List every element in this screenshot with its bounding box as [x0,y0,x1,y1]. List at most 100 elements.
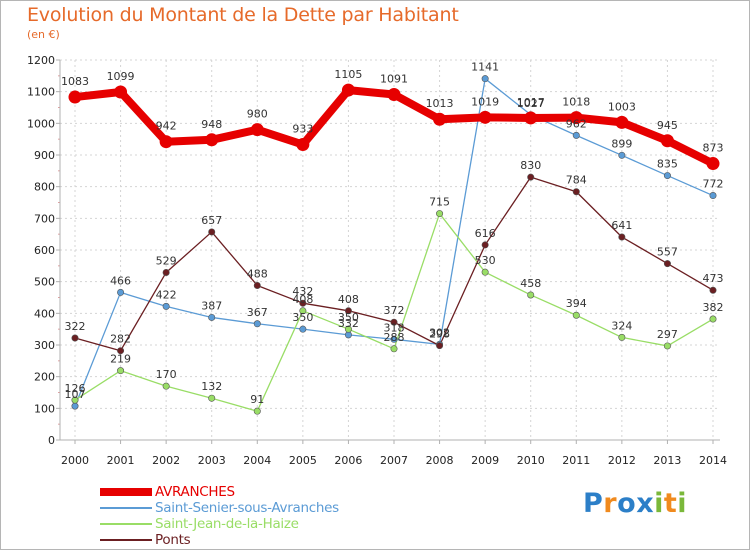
data-point [208,228,216,236]
data-label: 873 [703,142,724,155]
data-point [524,111,538,125]
data-point [253,281,261,289]
data-point [341,83,355,97]
x-tick-label: 2010 [517,454,545,467]
legend-item: Saint-Senier-sous-Avranches [100,500,430,516]
data-label: 1013 [426,97,454,110]
data-label: 784 [566,174,587,187]
y-tick-label: 900 [34,149,55,162]
chart-subtitle: (en €) [27,28,60,41]
data-point [114,85,128,99]
data-point [344,325,352,333]
data-label: 408 [338,293,359,306]
y-tick-label: 0 [48,434,55,447]
data-point [481,75,489,83]
data-label: 715 [429,196,450,209]
x-tick-label: 2007 [380,454,408,467]
y-tick-label: 500 [34,276,55,289]
data-label: 945 [657,119,678,132]
data-point [71,402,79,410]
data-point [299,307,307,315]
data-label: 302 [429,326,450,339]
data-point [478,110,492,124]
data-point [618,233,626,241]
data-label: 616 [475,227,496,240]
data-label: 657 [201,214,222,227]
data-label: 288 [384,331,405,344]
data-point [162,302,170,310]
data-label: 1083 [61,75,89,88]
data-point [253,320,261,328]
data-label: 1099 [107,70,135,83]
legend-label: AVRANCHES [155,484,235,500]
legend-label: Ponts [155,532,191,548]
data-point [162,382,170,390]
data-label: 132 [201,380,222,393]
logo-letter: x [636,488,655,519]
data-label: 458 [520,277,541,290]
data-point [205,133,219,147]
data-label: 1003 [608,100,636,113]
data-label: 488 [247,267,268,280]
y-tick-label: 600 [34,244,55,257]
data-point [709,192,717,200]
data-point [117,347,125,355]
data-point [572,131,580,139]
data-point [299,299,307,307]
data-label: 1091 [380,73,408,86]
data-label: 91 [250,393,264,406]
data-point [299,325,307,333]
y-tick-label: 1000 [27,117,55,130]
data-label: 170 [156,368,177,381]
data-point [390,335,398,343]
data-label: 835 [657,158,678,171]
y-tick-label: 100 [34,402,55,415]
chart-title: Evolution du Montant de la Dette par Hab… [27,4,459,26]
data-point [390,345,398,353]
y-tick-label: 400 [34,307,55,320]
legend-label: Saint-Senier-sous-Avranches [155,500,339,516]
data-label: 1027 [517,97,545,110]
data-label: 382 [703,301,724,314]
y-tick-label: 1200 [27,54,55,67]
data-label: 1141 [471,61,499,74]
data-point [390,318,398,326]
legend-swatch [100,523,152,525]
data-label: 219 [110,353,131,366]
data-point [527,173,535,181]
data-point [618,151,626,159]
y-tick-label: 300 [34,339,55,352]
data-point [436,342,444,350]
logo-letter: r [603,488,618,519]
x-tick-label: 2011 [562,454,590,467]
data-label: 387 [201,299,222,312]
x-tick-label: 2003 [198,454,226,467]
data-point [436,210,444,218]
proxiti-logo: Proxiti [583,488,687,519]
data-label: 297 [657,328,678,341]
data-point [117,367,125,375]
y-tick-label: 200 [34,371,55,384]
data-point [615,115,629,129]
data-label: 962 [566,117,587,130]
y-tick-label: 800 [34,181,55,194]
data-label: 933 [292,123,313,136]
data-label: 772 [703,178,724,191]
data-point [481,241,489,249]
x-tick-label: 2013 [653,454,681,467]
data-point [344,307,352,315]
logo-letter: o [617,488,637,519]
data-point [208,394,216,402]
data-label: 282 [110,333,131,346]
data-label: 432 [292,285,313,298]
x-tick-label: 2005 [289,454,317,467]
data-label: 980 [247,108,268,121]
legend-swatch [100,488,152,496]
data-label: 529 [156,254,177,267]
data-label: 394 [566,297,587,310]
data-point [572,188,580,196]
data-label: 367 [247,306,268,319]
x-tick-label: 2009 [471,454,499,467]
data-point [250,123,264,137]
